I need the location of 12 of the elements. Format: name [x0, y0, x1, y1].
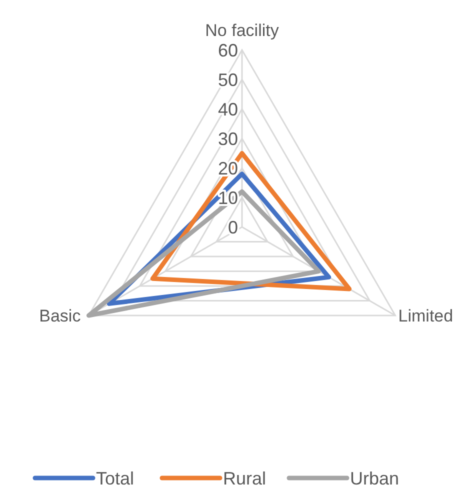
y-tick-label: 10 — [218, 188, 238, 208]
legend-label: Rural — [223, 468, 266, 488]
y-tick-label: 40 — [218, 99, 238, 120]
y-tick-label: 0 — [228, 217, 238, 238]
spoke-label: Basic — [39, 306, 82, 326]
spoke-label: Limited — [398, 306, 454, 326]
y-tick-label: 50 — [218, 70, 238, 90]
y-tick-label: 60 — [218, 40, 238, 60]
legend-label: Urban — [350, 468, 400, 488]
y-tick-label: 30 — [218, 128, 238, 149]
legend-label: Total — [96, 468, 134, 488]
spoke-label: No facility — [205, 21, 280, 40]
